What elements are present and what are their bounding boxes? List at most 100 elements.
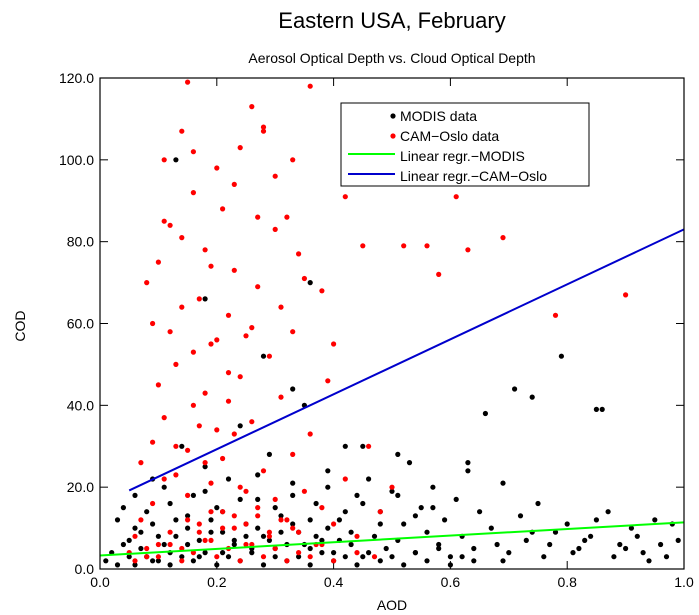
cam-oslo-data-point — [424, 243, 430, 249]
modis-data-point — [477, 509, 483, 515]
modis-data-point — [114, 517, 121, 523]
modis-data-point — [500, 480, 506, 486]
modis-data-point — [150, 521, 156, 527]
cam-oslo-data-point — [185, 517, 191, 523]
modis-data-point — [231, 537, 237, 544]
cam-oslo-data-point — [179, 558, 185, 564]
modis-data-point — [412, 550, 418, 556]
modis-data-point — [307, 280, 313, 286]
cam-oslo-data-point — [225, 370, 232, 376]
modis-data-point — [307, 545, 313, 552]
modis-data-point — [290, 386, 296, 392]
modis-data-point — [599, 406, 605, 412]
cam-oslo-data-point — [214, 337, 220, 343]
y-tick-label: 0.0 — [75, 561, 95, 577]
cam-oslo-data-point — [290, 329, 296, 335]
modis-data-point — [500, 558, 506, 564]
cam-oslo-data-point — [249, 325, 255, 331]
y-tick-label: 60.0 — [67, 316, 94, 332]
modis-data-point — [465, 460, 471, 466]
cam-oslo-data-point — [290, 451, 296, 457]
cam-oslo-data-point — [155, 541, 161, 548]
cam-oslo-data-point — [249, 419, 255, 425]
cam-oslo-data-point — [266, 353, 272, 359]
cam-oslo-data-point — [331, 341, 337, 347]
modis-data-point — [371, 533, 378, 539]
cam-oslo-data-point — [453, 194, 459, 200]
cam-oslo-data-point — [225, 398, 232, 404]
modis-data-point — [640, 550, 646, 556]
cam-oslo-data-point — [366, 443, 372, 449]
modis-data-point — [231, 541, 237, 548]
scatter-points — [103, 79, 681, 568]
y-tick-label: 120.0 — [59, 70, 94, 86]
modis-data-point — [173, 533, 179, 539]
modis-data-point — [412, 513, 418, 519]
modis-data-point — [173, 517, 179, 523]
cam-oslo-data-point — [167, 222, 173, 228]
modis-data-point — [342, 509, 348, 515]
modis-data-point — [313, 500, 319, 507]
cam-oslo-data-point — [196, 521, 202, 527]
modis-data-point — [617, 541, 623, 548]
cam-oslo-data-point — [272, 496, 278, 502]
cam-oslo-data-point — [144, 545, 150, 552]
cam-oslo-data-point — [214, 165, 220, 171]
cam-oslo-data-point — [272, 173, 278, 179]
cam-oslo-data-point — [173, 443, 179, 449]
cam-oslo-data-point — [278, 517, 284, 523]
modis-data-point — [272, 554, 278, 560]
modis-data-point — [144, 509, 150, 515]
modis-data-point — [482, 410, 488, 417]
modis-data-point — [173, 157, 179, 163]
modis-data-point — [196, 537, 202, 544]
x-tick-label: 0.6 — [441, 574, 461, 590]
cam-oslo-data-point — [260, 128, 267, 134]
cam-oslo-data-point — [179, 128, 185, 134]
modis-data-point — [138, 545, 144, 552]
cam-oslo-data-point — [225, 312, 232, 318]
modis-data-point — [260, 533, 267, 539]
modis-data-point — [167, 500, 173, 507]
cam-oslo-data-point — [208, 537, 214, 544]
cam-oslo-data-point — [278, 304, 284, 310]
cam-oslo-data-point — [307, 554, 313, 560]
cam-oslo-data-point — [436, 271, 442, 277]
cam-oslo-data-point — [155, 259, 161, 265]
cam-oslo-data-point — [284, 517, 290, 523]
modis-data-point — [296, 554, 302, 560]
modis-data-point — [132, 562, 138, 568]
legend-box — [340, 102, 590, 187]
modis-data-point — [552, 529, 559, 535]
y-tick-label: 20.0 — [67, 479, 94, 495]
modis-data-point — [179, 443, 185, 449]
cam-oslo-data-point — [190, 149, 196, 155]
cam-oslo-data-point — [132, 558, 138, 564]
cam-oslo-data-point — [214, 427, 220, 433]
legend-marker — [390, 133, 396, 139]
modis-data-point — [366, 550, 372, 556]
modis-data-point — [348, 541, 354, 548]
cam-oslo-data-point — [342, 476, 348, 482]
cam-oslo-data-point — [208, 480, 214, 486]
modis-data-point — [401, 521, 407, 527]
modis-data-point — [401, 562, 407, 568]
modis-data-point — [383, 545, 389, 552]
cam-oslo-data-point — [307, 83, 313, 89]
cam-oslo-data-point — [179, 304, 185, 310]
y-tick-label: 40.0 — [67, 397, 94, 413]
modis-data-point — [237, 496, 243, 502]
modis-data-point — [447, 554, 453, 560]
modis-data-point — [126, 554, 132, 560]
cam-oslo-data-point — [331, 558, 337, 564]
cam-oslo-data-point — [371, 554, 378, 560]
cam-oslo-data-point — [360, 243, 366, 249]
modis-data-point — [214, 505, 220, 511]
modis-data-point — [155, 558, 161, 564]
modis-data-point — [529, 394, 535, 400]
modis-data-point — [325, 468, 331, 474]
cam-oslo-data-point — [260, 468, 267, 474]
modis-data-point — [506, 550, 512, 556]
modis-data-point — [494, 541, 500, 548]
